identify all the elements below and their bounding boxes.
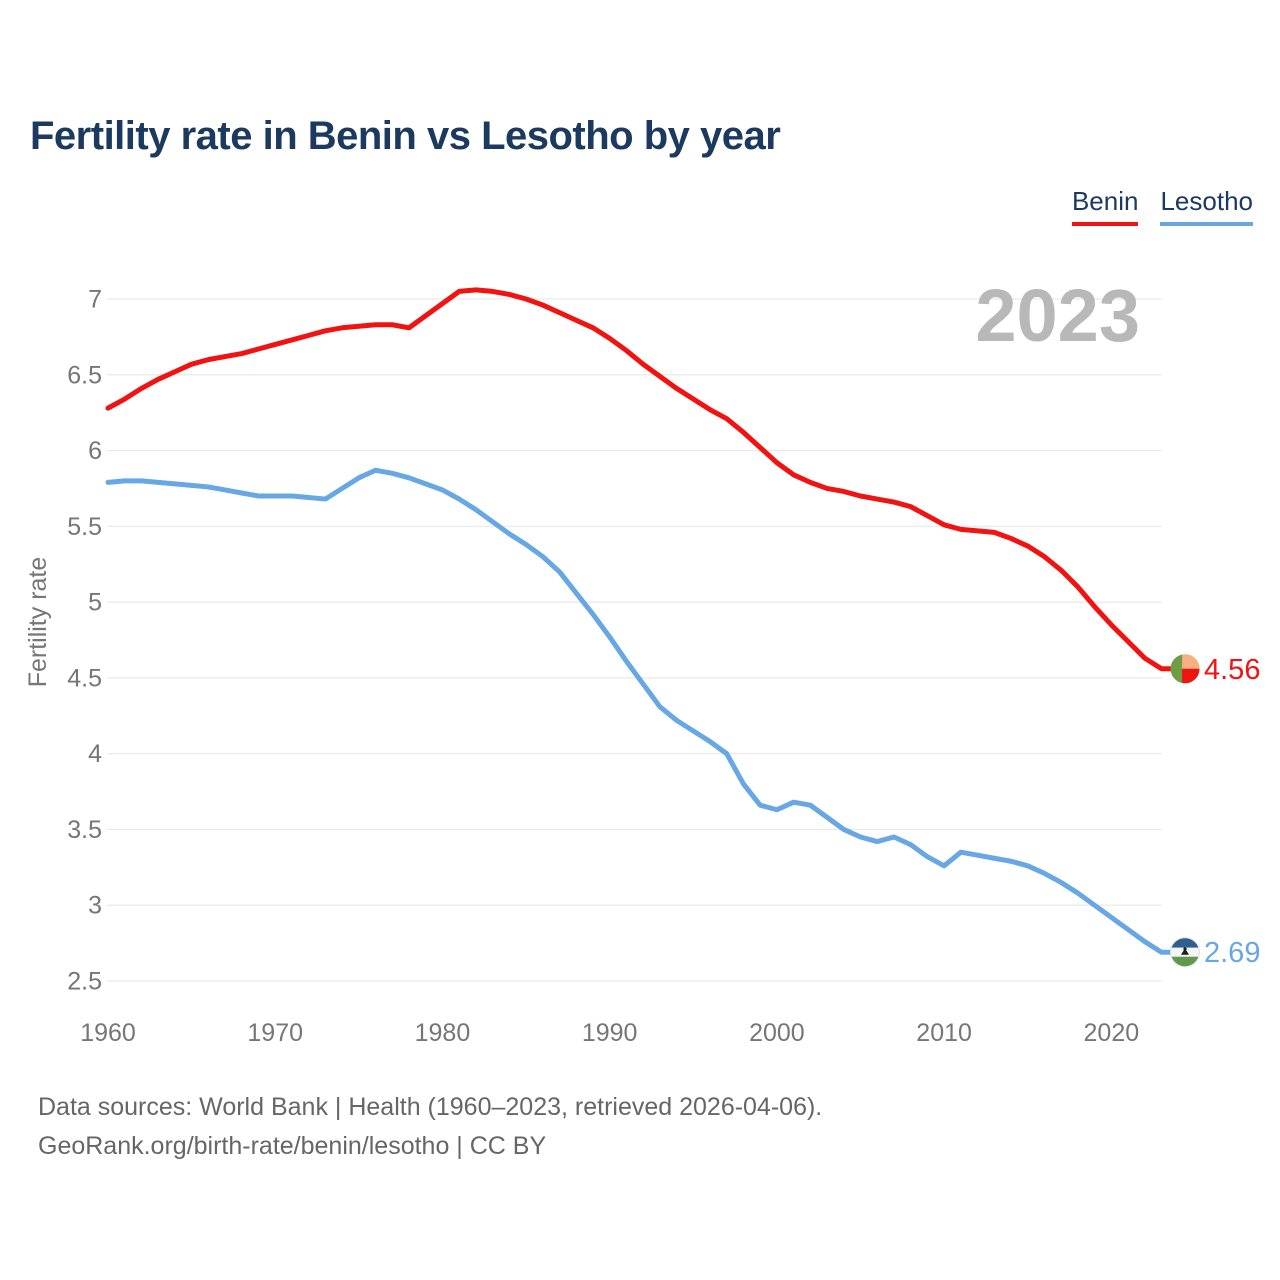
y-tick-label: 7 xyxy=(88,286,102,314)
y-tick-label: 4.5 xyxy=(67,664,102,692)
y-tick-label: 2.5 xyxy=(67,968,102,996)
y-tick-label: 5.5 xyxy=(67,513,102,541)
benin-end-value: 4.56 xyxy=(1204,654,1260,686)
footer-sources: Data sources: World Bank | Health (1960–… xyxy=(38,1093,823,1121)
footer-attribution: GeoRank.org/birth-rate/benin/lesotho | C… xyxy=(38,1132,547,1160)
legend-item-lesotho[interactable]: Lesotho xyxy=(1160,186,1253,226)
legend: Benin Lesotho xyxy=(1071,186,1253,226)
lesotho-flag-ring xyxy=(1170,937,1200,968)
x-tick-label: 1970 xyxy=(247,1019,303,1047)
x-tick-label: 1960 xyxy=(80,1019,136,1047)
lesotho-end-value: 2.69 xyxy=(1204,937,1260,969)
y-tick-label: 3 xyxy=(88,892,102,920)
x-tick-label: 1990 xyxy=(582,1019,638,1047)
y-tick-label: 6 xyxy=(88,437,102,465)
y-tick-label: 4 xyxy=(88,740,102,768)
lesotho-flag-icon xyxy=(1170,937,1200,967)
x-tick-label: 2000 xyxy=(749,1019,805,1047)
benin-line xyxy=(105,287,1176,672)
x-tick-label: 2010 xyxy=(916,1019,972,1047)
x-tick-label: 1980 xyxy=(415,1019,471,1047)
y-axis-title: Fertility rate xyxy=(24,557,52,688)
chart-title: Fertility rate in Benin vs Lesotho by ye… xyxy=(30,114,781,158)
footer: Data sources: World Bank | Health (1960–… xyxy=(38,1088,822,1166)
y-tick-label: 3.5 xyxy=(67,816,102,844)
y-tick-label: 6.5 xyxy=(67,361,102,389)
lesotho-line xyxy=(105,467,1176,955)
y-tick-label: 5 xyxy=(88,589,102,617)
watermark-year: 2023 xyxy=(975,274,1140,357)
x-tick-label: 2020 xyxy=(1084,1019,1140,1047)
benin-flag-icon xyxy=(1170,654,1200,684)
legend-item-benin[interactable]: Benin xyxy=(1071,186,1139,226)
